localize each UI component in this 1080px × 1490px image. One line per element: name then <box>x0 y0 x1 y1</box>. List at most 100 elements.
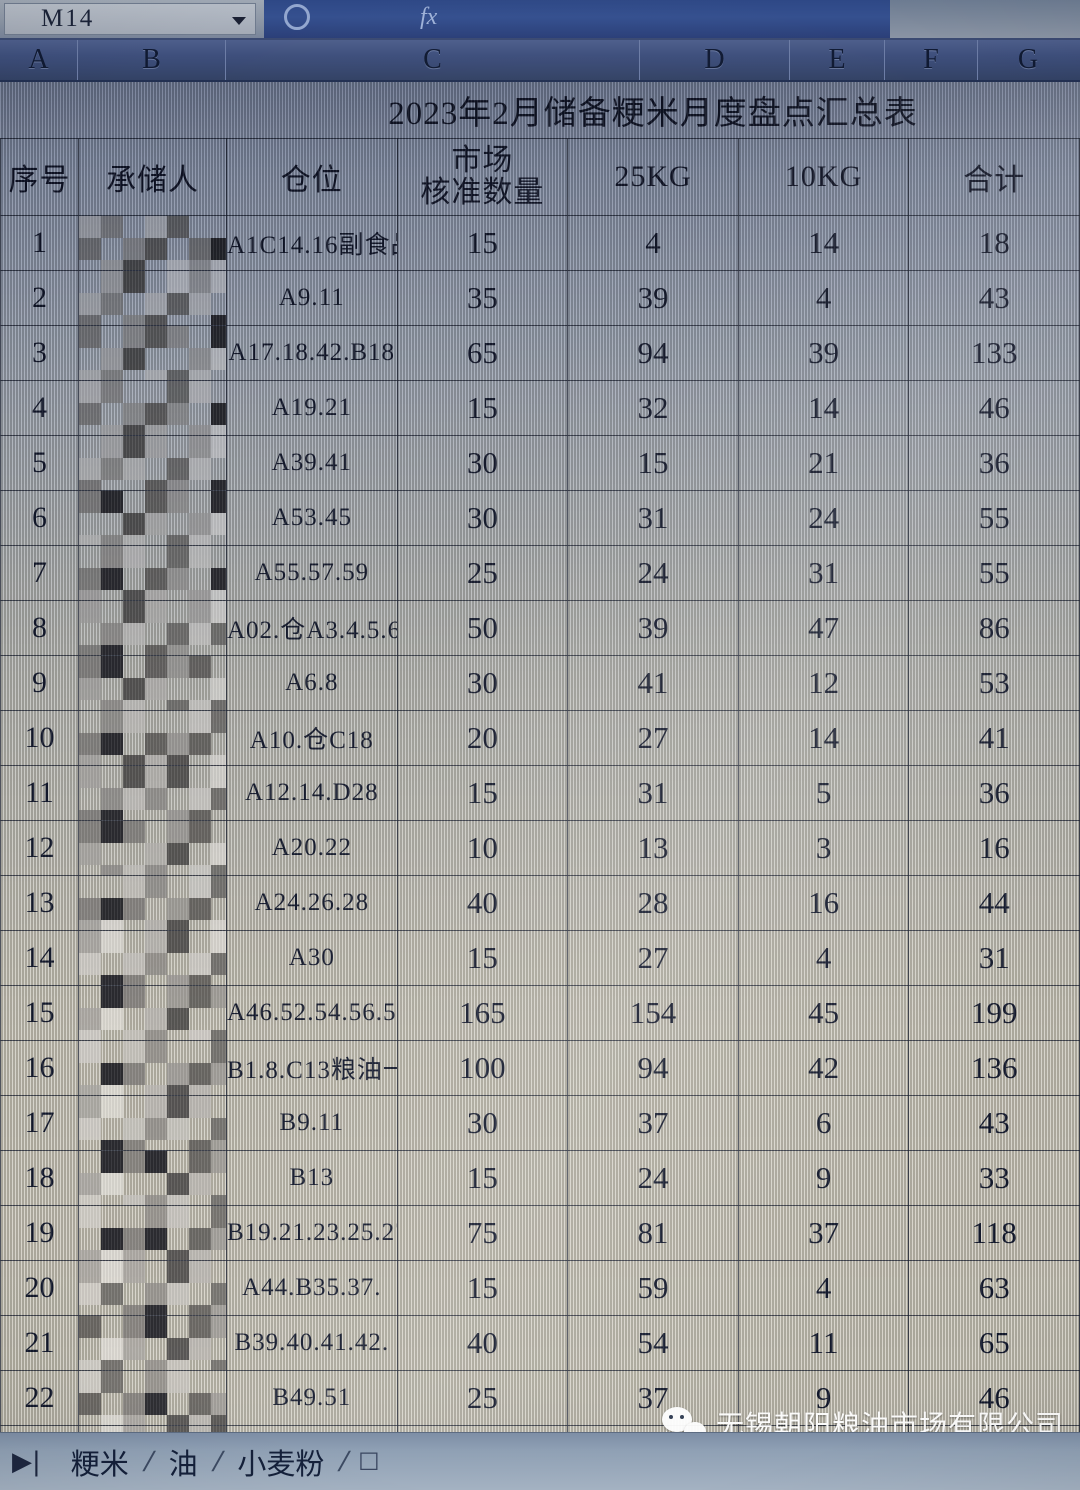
cell-total[interactable]: 46 <box>908 1370 1080 1426</box>
cell-total[interactable]: 118 <box>908 1205 1080 1261</box>
cell-location[interactable]: A20.22 <box>226 820 398 876</box>
cell-25kg[interactable]: 39 <box>567 600 739 656</box>
fx-icon[interactable]: fx <box>420 4 438 30</box>
cell-total[interactable]: 136 <box>908 1040 1080 1096</box>
table-row[interactable]: 11 A12.14.D28 15 31 5 36 <box>0 765 1080 821</box>
cell-location[interactable]: A24.26.28 <box>226 875 398 931</box>
cell-total[interactable]: 65 <box>908 1315 1080 1371</box>
cell-10kg[interactable]: 37 <box>737 1205 910 1261</box>
sheet-tab-jingmi[interactable]: 粳米 <box>70 1448 129 1481</box>
cell-location[interactable]: A12.14.D28 <box>226 765 398 821</box>
cell-25kg[interactable]: 32 <box>567 380 739 436</box>
sheet-tab-xiaomaifen[interactable]: 小麦粉 <box>237 1448 325 1481</box>
cell-seq[interactable]: 12 <box>0 820 79 876</box>
cell-seq[interactable]: 14 <box>0 930 79 986</box>
cell-depositor-redacted[interactable] <box>78 655 227 711</box>
cell-total[interactable]: 44 <box>908 875 1080 931</box>
table-row[interactable]: 22 B49.51 25 37 9 46 <box>0 1370 1080 1426</box>
cell-approved[interactable]: 35 <box>396 270 569 326</box>
cell-location[interactable]: A30 <box>226 930 398 986</box>
column-header-d[interactable]: D <box>640 40 790 80</box>
cell-location[interactable]: A19.21 <box>226 380 398 436</box>
table-row[interactable]: 7 A55.57.59 25 24 31 55 <box>0 545 1080 601</box>
cell-25kg[interactable]: 37 <box>567 1095 739 1151</box>
cell-approved[interactable]: 30 <box>396 490 569 546</box>
cell-25kg[interactable]: 13 <box>567 820 739 876</box>
cell-depositor-redacted[interactable] <box>78 820 227 876</box>
cell-seq[interactable]: 4 <box>0 380 79 436</box>
cell-seq[interactable]: 13 <box>0 875 79 931</box>
cell-total[interactable]: 16 <box>908 820 1080 876</box>
table-row[interactable]: 9 A6.8 30 41 12 53 <box>0 655 1080 711</box>
cell-10kg[interactable]: 3 <box>737 820 910 876</box>
cell-seq[interactable]: 21 <box>0 1315 79 1371</box>
cell-depositor-redacted[interactable] <box>78 490 227 546</box>
cell-10kg[interactable]: 31 <box>737 545 910 601</box>
cell-10kg[interactable]: 4 <box>737 1260 910 1316</box>
cell-seq[interactable]: 3 <box>0 325 79 381</box>
cell-10kg[interactable]: 45 <box>737 985 910 1041</box>
cell-total[interactable]: 199 <box>908 985 1080 1041</box>
cell-depositor-redacted[interactable] <box>78 600 227 656</box>
cell-10kg[interactable]: 16 <box>737 875 910 931</box>
table-row[interactable]: 18 B13 15 24 9 33 <box>0 1150 1080 1206</box>
cell-10kg[interactable]: 5 <box>737 765 910 821</box>
table-row[interactable]: 16 B1.8.C13粮油一区1号1009442136 <box>0 1040 1080 1096</box>
chevron-down-icon[interactable] <box>232 17 246 25</box>
table-row[interactable]: 17 B9.11 30 37 6 43 <box>0 1095 1080 1151</box>
cell-location[interactable]: A17.18.42.B18 <box>226 325 398 381</box>
cell-approved[interactable]: 20 <box>396 710 569 766</box>
cell-10kg[interactable]: 14 <box>737 380 910 436</box>
cell-seq[interactable]: 11 <box>0 765 79 821</box>
cell-location[interactable]: A39.41 <box>226 435 398 491</box>
cell-approved[interactable]: 100 <box>396 1040 569 1096</box>
cell-10kg[interactable]: 47 <box>737 600 910 656</box>
cell-total[interactable]: 55 <box>908 545 1080 601</box>
cell-approved[interactable]: 30 <box>396 435 569 491</box>
cell-total[interactable]: 86 <box>908 600 1080 656</box>
cell-depositor-redacted[interactable] <box>78 380 227 436</box>
table-row[interactable]: 13 A24.26.28 40 28 16 44 <box>0 875 1080 931</box>
cell-approved[interactable]: 10 <box>396 820 569 876</box>
cell-approved[interactable]: 75 <box>396 1205 569 1261</box>
cell-depositor-redacted[interactable] <box>78 930 227 986</box>
cell-total[interactable]: 53 <box>908 655 1080 711</box>
cell-25kg[interactable]: 31 <box>567 490 739 546</box>
cell-depositor-redacted[interactable] <box>78 1150 227 1206</box>
cell-25kg[interactable]: 94 <box>567 1040 739 1096</box>
cell-seq[interactable]: 7 <box>0 545 79 601</box>
cell-seq[interactable]: 22 <box>0 1370 79 1426</box>
cell-seq[interactable]: 16 <box>0 1040 79 1096</box>
worksheet-area[interactable]: 2023年2月储备粳米月度盘点汇总表 序号 承储人 仓位 市场 核准数量 25K… <box>0 82 1080 1454</box>
cell-approved[interactable]: 30 <box>396 1095 569 1151</box>
table-row[interactable]: 15 A46.52.54.56.58.6016515445199 <box>0 985 1080 1041</box>
cell-25kg[interactable]: 41 <box>567 655 739 711</box>
column-header-f[interactable]: F <box>885 40 978 80</box>
cell-approved[interactable]: 15 <box>396 1260 569 1316</box>
cell-seq[interactable]: 2 <box>0 270 79 326</box>
cell-10kg[interactable]: 4 <box>737 930 910 986</box>
cell-depositor-redacted[interactable] <box>78 1370 227 1426</box>
cell-total[interactable]: 43 <box>908 270 1080 326</box>
sheet-tab-you[interactable]: 油 <box>168 1448 198 1481</box>
cell-depositor-redacted[interactable] <box>78 435 227 491</box>
cell-location[interactable]: A6.8 <box>226 655 398 711</box>
cell-location[interactable]: B39.40.41.42. <box>226 1315 398 1371</box>
cell-location[interactable]: A53.45 <box>226 490 398 546</box>
cell-seq[interactable]: 18 <box>0 1150 79 1206</box>
cell-seq[interactable]: 19 <box>0 1205 79 1261</box>
cell-approved[interactable]: 15 <box>396 215 569 271</box>
cell-10kg[interactable]: 12 <box>737 655 910 711</box>
cell-seq[interactable]: 8 <box>0 600 79 656</box>
cell-total[interactable]: 33 <box>908 1150 1080 1206</box>
cell-approved[interactable]: 40 <box>396 1315 569 1371</box>
cell-location[interactable]: B49.51 <box>226 1370 398 1426</box>
cell-location[interactable]: A44.B35.37. <box>226 1260 398 1316</box>
cell-location[interactable]: B1.8.C13粮油一区1号 <box>226 1040 398 1096</box>
cell-25kg[interactable]: 28 <box>567 875 739 931</box>
cell-10kg[interactable]: 39 <box>737 325 910 381</box>
cell-25kg[interactable]: 54 <box>567 1315 739 1371</box>
cell-location[interactable]: B9.11 <box>226 1095 398 1151</box>
column-header-e[interactable]: E <box>790 40 885 80</box>
cell-location[interactable]: A02.仓A3.4.5.6 <box>226 600 398 656</box>
